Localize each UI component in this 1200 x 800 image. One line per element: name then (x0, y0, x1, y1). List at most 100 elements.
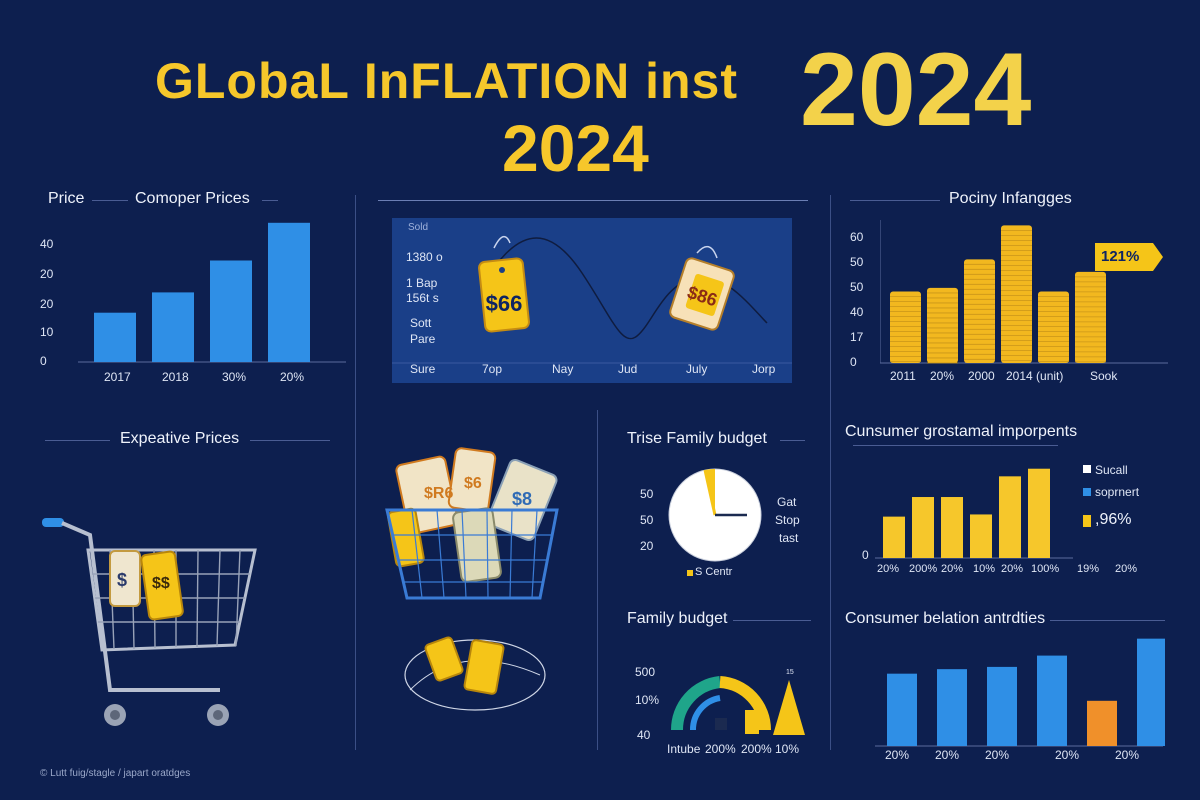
family-pie-title: Trise Family budget (627, 430, 767, 447)
consumer-top-legend-label: Sucall (1095, 463, 1128, 477)
trend-y-label: 1 Bap (406, 276, 438, 290)
cart-tag-b-text: $$ (152, 575, 170, 592)
family-gauge-x-label: 200% (741, 742, 772, 756)
consumer-bottom-bar (887, 673, 917, 746)
family-budget-gauge-panel: Family budget 500 10% 40 15 Intube 200% … (615, 605, 820, 756)
compare-title: Comoper Prices (135, 190, 250, 207)
consumer-bottom-x-label: 20% (985, 748, 1010, 762)
policy-x-label: 20% (930, 369, 955, 383)
trend-x-label: Sure (410, 362, 436, 376)
basket-tag-a-text: $R6 (424, 485, 453, 502)
trend-x-label: Nay (552, 362, 574, 376)
divider-mid (597, 410, 598, 750)
policy-coin-bar (1001, 225, 1032, 363)
compare-x-label: 30% (222, 370, 247, 384)
consumer-top-legend-swatch-1 (1083, 488, 1091, 496)
policy-title-rule (850, 200, 940, 201)
consumer-top-x-label: 19% (1077, 563, 1100, 575)
consumer-top-panel: Cunsumer grostamal imporpents 0 Sucall s… (845, 420, 1175, 580)
compare-x-label: 2017 (104, 370, 131, 384)
family-gauge-x-axis: Intube 200% 200% 10% (667, 742, 817, 758)
family-gauge-small-label: 15 (786, 669, 794, 676)
expensive-title-rule-left (45, 440, 110, 441)
policy-coin-chart (880, 220, 1168, 364)
policy-coin-bar (890, 291, 921, 363)
compare-y-tick: 20 (40, 267, 54, 281)
family-gauge-x-label: 200% (705, 742, 736, 756)
expensive-title-rule-right (250, 440, 330, 441)
basket-tag-c-text: $8 (512, 489, 532, 509)
compare-prices-panel: Price Comoper Prices 40 20 20 10 0 2017 … (40, 185, 346, 390)
title-year-large: 2024 (800, 32, 1032, 148)
consumer-top-x-label: 10% (973, 563, 996, 575)
family-pie-legend: S Centr (695, 566, 733, 578)
policy-y-axis: 60 50 50 40 17 0 (850, 230, 880, 370)
compare-y-tick: 40 (40, 237, 54, 251)
consumer-bottom-bar (1037, 655, 1067, 746)
compare-y-tick: 0 (40, 354, 47, 368)
family-budget-pie-panel: Trise Family budget 50 50 20 Gat Stop ta… (615, 425, 815, 585)
compare-x-label: 2018 (162, 370, 189, 384)
cart-tag-a-text: $ (117, 570, 128, 590)
family-pie-right-label: Gat (777, 495, 797, 509)
consumer-bottom-bar (987, 666, 1017, 746)
consumer-top-x-axis: 20% 200% 20% 10% 20% 100% 19% 20% (877, 563, 1177, 579)
basket-tag-b-text: $6 (464, 475, 482, 492)
cart-price-tags (109, 550, 184, 621)
family-gauge-y-tick: 500 (635, 665, 656, 679)
policy-badge-shape (1095, 243, 1163, 271)
family-gauge-title: Family budget (627, 610, 728, 627)
family-gauge-x-label: Intube (667, 742, 701, 756)
policy-panel: Pociny Infangges 60 50 50 40 17 0 121% 2… (845, 185, 1175, 390)
trend-x-label: Jud (618, 362, 638, 376)
consumer-bottom-bar (1137, 638, 1165, 746)
compare-price-label: Price (48, 190, 85, 207)
compare-y-axis: 40 20 20 10 0 (40, 237, 70, 377)
family-pie-chart (668, 468, 762, 562)
consumer-top-bar (883, 516, 905, 558)
family-gauge-title-rule (733, 620, 811, 621)
consumer-bottom-x-label: 20% (1055, 748, 1080, 762)
consumer-bottom-bar (1087, 700, 1117, 746)
trend-y-label: Sott (410, 316, 432, 330)
consumer-top-bar (999, 476, 1021, 558)
policy-y-tick: 60 (850, 230, 864, 244)
main-title: GLobaL InFLATION inst (155, 53, 738, 109)
divider-right (830, 195, 831, 750)
consumer-top-x-label: 20% (877, 563, 900, 575)
consumer-bottom-x-label: 20% (935, 748, 960, 762)
consumer-top-legend-swatch-0 (1083, 465, 1091, 473)
policy-y-tick: 50 (850, 280, 864, 294)
trend-y-label: 156t s (406, 291, 439, 305)
trend-y-label: Pare (410, 332, 436, 346)
consumer-bottom-title: Consumer belation antrdties (845, 610, 1046, 627)
trend-price-tag-left (478, 235, 530, 333)
policy-x-label: 2011 (890, 369, 916, 383)
policy-x-label: 2014 (unit) (1006, 369, 1064, 383)
consumer-top-x-label: 20% (941, 563, 964, 575)
consumer-top-title-rule (853, 445, 1058, 446)
policy-badge-text: 121% (1101, 248, 1140, 265)
consumer-top-x-label: 20% (1115, 563, 1138, 575)
compare-bar (210, 260, 252, 362)
title-year-small: 2024 (502, 111, 649, 185)
policy-coin-bar (964, 259, 995, 363)
consumer-top-legend-swatch-2 (1083, 515, 1091, 527)
family-gauge-y-tick: 10% (635, 693, 660, 707)
consumer-bottom-panel: Consumer belation antrdties 20% 20% 20% … (845, 605, 1175, 765)
policy-y-tick: 17 (850, 330, 864, 344)
trend-y-label: 1380 o (406, 250, 443, 264)
consumer-bottom-x-label: 20% (1115, 748, 1140, 762)
price-trend-panel: Sold 1380 o 1 Bap 156t s Sott Pare $66 $… (378, 200, 808, 390)
compare-bar (94, 312, 136, 362)
policy-coin-bar (927, 287, 958, 363)
trend-top-rule (378, 200, 808, 201)
policy-title: Pociny Infangges (949, 190, 1072, 207)
family-pie-y-tick: 50 (640, 487, 654, 501)
trend-tag-left-text: $66 (486, 291, 523, 316)
trend-x-axis: Sure 7op Nay Jud July Jorp (392, 362, 792, 378)
consumer-bottom-title-rule (1050, 620, 1165, 621)
footer-credit: © Lutt fuig/stagle / japart oratdges (40, 768, 191, 779)
consumer-bottom-x-label: 20% (885, 748, 910, 762)
policy-coin-bar (1038, 291, 1069, 363)
